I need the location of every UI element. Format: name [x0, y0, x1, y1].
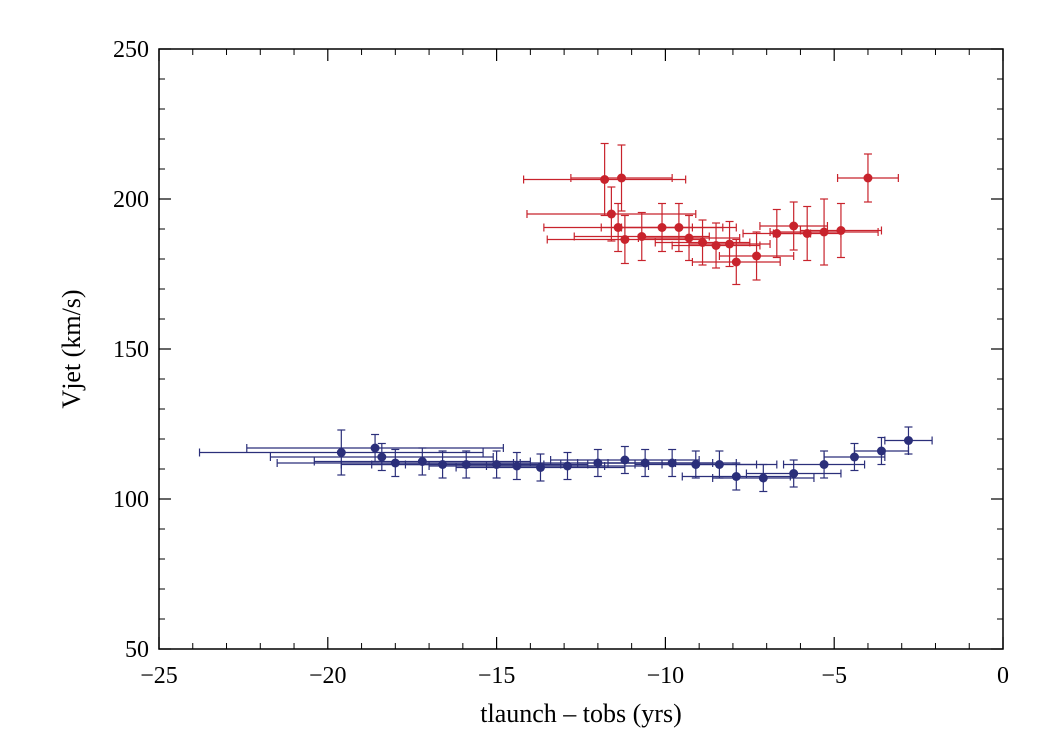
y-tick-label: 50 [125, 637, 149, 663]
y-tick-label: 200 [113, 187, 149, 213]
data-marker [617, 173, 627, 183]
data-point-red [772, 205, 842, 262]
data-marker [620, 455, 630, 465]
data-marker [731, 257, 741, 267]
data-marker [336, 448, 346, 457]
data-marker [731, 472, 741, 481]
series-blue [198, 426, 933, 493]
data-point-blue [455, 453, 626, 482]
data-marker [836, 226, 846, 235]
data-marker [600, 175, 610, 184]
data-marker [637, 232, 647, 241]
plot-frame [158, 48, 1004, 650]
data-point-red [546, 214, 704, 265]
data-point-blue [884, 426, 933, 455]
data-marker [492, 460, 502, 469]
data-point-blue [853, 436, 910, 466]
data-marker [620, 235, 630, 244]
x-tick-label: 0 [997, 663, 1009, 689]
data-marker [698, 238, 708, 247]
x-tick-label: −15 [478, 663, 516, 689]
x-tick-label: −10 [647, 663, 685, 689]
data-point-blue [269, 442, 494, 472]
data-point-blue [681, 462, 791, 491]
data-point-blue [404, 450, 589, 479]
data-marker [370, 443, 380, 453]
data-marker [789, 221, 799, 231]
x-tick-label: −5 [821, 663, 847, 689]
data-marker [674, 223, 684, 232]
data-marker [725, 239, 735, 249]
data-marker [714, 460, 724, 469]
data-point-red [769, 198, 879, 266]
y-tick-label: 250 [113, 37, 149, 63]
data-point-blue [550, 445, 700, 475]
data-marker [390, 458, 400, 468]
data-marker [606, 209, 616, 219]
data-marker [819, 227, 829, 237]
data-point-red [637, 214, 741, 262]
data-marker [789, 469, 799, 478]
axis-tick-labels: −25 −20 −15 −10 −5 0 50 100 150 200 250 [113, 37, 1009, 689]
data-point-red [759, 201, 829, 251]
data-marker [849, 452, 859, 462]
y-tick-label: 150 [113, 337, 149, 363]
data-point-blue [276, 448, 515, 478]
data-marker [711, 241, 721, 250]
data-point-red [691, 238, 781, 286]
y-tick-label: 100 [113, 487, 149, 513]
data-marker [377, 452, 387, 462]
data-marker [562, 461, 572, 471]
axis-ticks [158, 48, 1004, 650]
data-marker [903, 436, 913, 445]
series-red [523, 142, 899, 286]
data-marker [684, 233, 694, 243]
data-marker [819, 460, 829, 469]
data-point-red [570, 144, 673, 212]
data-point-red [671, 222, 761, 269]
data-marker [758, 473, 768, 483]
data-marker [802, 229, 812, 238]
data-point-blue [745, 459, 842, 488]
data-point-red [836, 153, 899, 203]
data-point-red [620, 202, 737, 253]
data-marker [876, 446, 886, 456]
data-point-blue [712, 463, 815, 493]
data-marker [417, 457, 427, 466]
data-marker [667, 458, 677, 468]
x-axis-title: tlaunch – tobs (yrs) [480, 699, 681, 728]
data-marker [752, 251, 762, 261]
y-axis-title: Vjet (km/s) [57, 289, 86, 408]
data-point-blue [246, 433, 504, 463]
data-point-red [799, 202, 883, 259]
data-marker [535, 463, 545, 472]
data-point-red [523, 142, 687, 217]
x-tick-label: −20 [309, 663, 347, 689]
data-point-red [526, 186, 697, 242]
data-point-blue [823, 442, 886, 472]
data-point-red [718, 231, 795, 281]
data-point-red [654, 219, 751, 266]
data-marker [863, 173, 873, 183]
chart-marks [198, 142, 933, 493]
x-tick-label: −25 [140, 663, 178, 689]
